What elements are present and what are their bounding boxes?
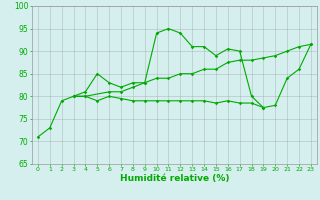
X-axis label: Humidité relative (%): Humidité relative (%) <box>120 174 229 183</box>
